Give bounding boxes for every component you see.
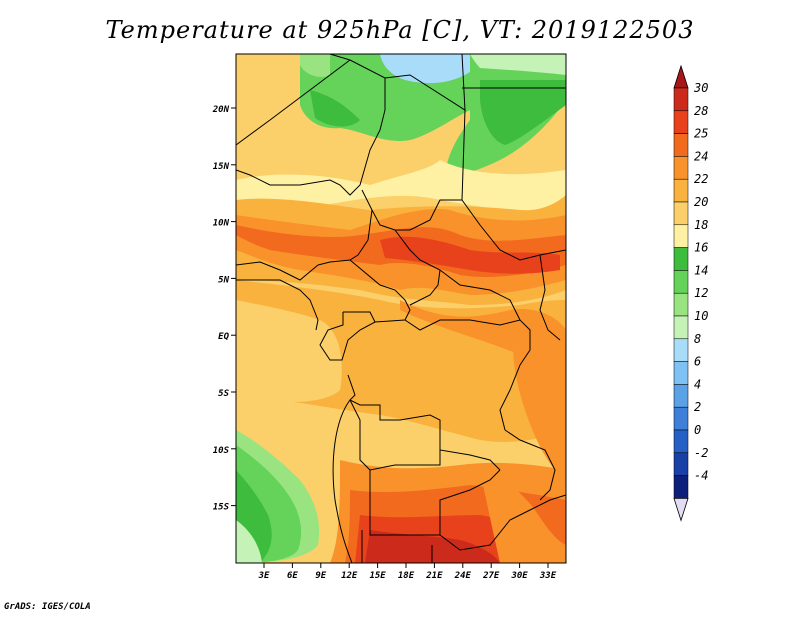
colorbar-level-label: 30 [693, 81, 708, 95]
lat-label: 15S [213, 503, 230, 513]
colorbar-level-label: 20 [694, 195, 708, 209]
colorbar-level-label: 0 [694, 423, 701, 437]
lon-label: 9E [315, 571, 326, 581]
colorbar-swatch [673, 452, 689, 476]
colorbar-swatch [673, 110, 689, 134]
colorbar-level-label: 25 [694, 127, 708, 141]
colorbar-level-label: 6 [694, 355, 701, 369]
colorbar-swatch [673, 178, 689, 203]
colorbar-swatch [673, 224, 689, 248]
colorbar-level-label: 14 [694, 263, 708, 277]
lon-label: 6E [287, 571, 298, 581]
colorbar-level-label: -4 [694, 469, 708, 483]
lon-label: 21E [425, 571, 443, 581]
colorbar-level-label: 12 [694, 286, 708, 300]
colorbar-swatch [673, 247, 689, 271]
lat-label: 10S [213, 446, 230, 456]
colorbar-level-label: 2 [694, 400, 701, 414]
colorbar-swatch [673, 475, 689, 499]
colorbar-level-label: 8 [694, 332, 701, 346]
lat-label: EQ [218, 332, 229, 342]
lat-label: 5N [218, 275, 229, 285]
latitude-axis: 20N 15N 10N 5N EQ 5S 10S 15S [212, 105, 236, 513]
colorbar-level-label: 10 [694, 309, 708, 323]
colorbar-swatch [673, 156, 689, 180]
lon-label: 12E [341, 571, 358, 581]
colorbar-swatch [673, 406, 689, 431]
colorbar-level-label: 28 [694, 104, 708, 118]
colorbar-swatch [673, 133, 689, 157]
lon-label: 27E [482, 571, 500, 581]
colorbar-level-label: 18 [694, 218, 708, 232]
colorbar-level-label: 16 [694, 241, 708, 255]
colorbar-swatch [673, 384, 689, 408]
colorbar-bottom-arrow [673, 497, 689, 522]
colorbar-swatch [673, 315, 689, 340]
colorbar-swatch [673, 338, 689, 362]
lat-label: 5S [218, 389, 229, 399]
colorbar-swatch [673, 292, 689, 317]
lat-label: 10N [213, 219, 230, 229]
country-boundaries [236, 54, 566, 563]
colorbar-level-label: 4 [694, 377, 701, 391]
colorbar-swatch [673, 201, 689, 226]
lat-label: 15N [213, 162, 230, 172]
colorbar-top-arrow [673, 64, 689, 89]
lon-label: 24E [454, 571, 472, 581]
colorbar-level-label: 22 [694, 172, 708, 186]
temperature-field [236, 54, 566, 563]
map-frame [235, 53, 567, 564]
lon-label: 15E [369, 571, 386, 581]
lon-label: 33E [539, 571, 557, 581]
colorbar-swatch [673, 87, 689, 112]
grads-credit: GrADS: IGES/COLA [4, 602, 91, 612]
lon-label: 30E [510, 571, 528, 581]
colorbar-level-label: -2 [694, 446, 708, 460]
colorbar-swatch [673, 429, 689, 454]
map-title: Temperature at 925hPa [C], VT: 201912250… [105, 16, 695, 44]
longitude-axis: 3E 6E 9E 12E 15E 18E 21E 24E 27E 30E 33E [258, 563, 557, 581]
colorbar-swatch [673, 270, 689, 294]
colorbar-swatch [673, 361, 689, 385]
colorbar-level-label: 24 [694, 149, 708, 163]
lon-label: 3E [258, 571, 270, 581]
lon-label: 18E [398, 571, 415, 581]
lat-label: 20N [212, 105, 230, 115]
